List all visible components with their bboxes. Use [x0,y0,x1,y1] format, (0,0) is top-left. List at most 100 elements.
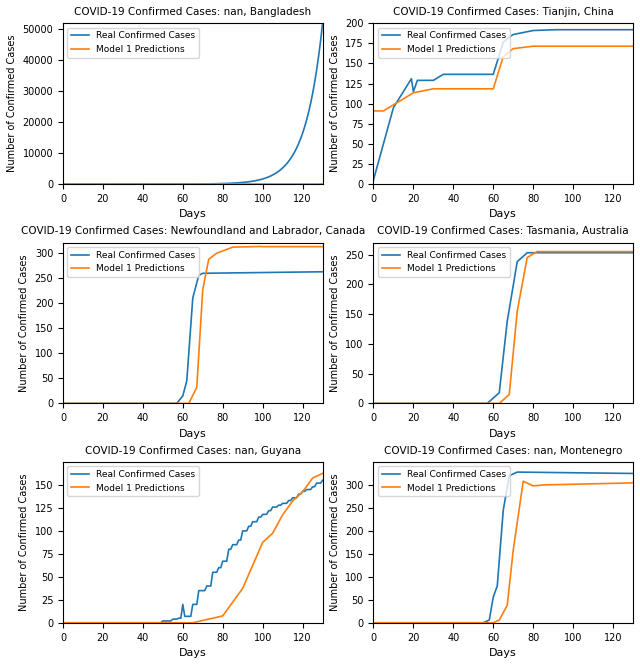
Real Confirmed Cases [319,476,326,484]
Real Confirmed Cases [105,180,113,188]
X-axis label: Days: Days [490,648,517,658]
Line: Model 1 Predictions: Model 1 Predictions [63,473,323,623]
Real Confirmed Cases [69,400,77,408]
Real Confirmed Cases [105,619,113,627]
Model 1 Predictions [59,400,67,408]
Y-axis label: Number of Confirmed Cases: Number of Confirmed Cases [330,254,340,392]
Model 1 Predictions [369,107,377,115]
Model 1 Predictions [629,479,637,487]
Real Confirmed Cases [415,400,423,408]
Model 1 Predictions [261,537,269,545]
Real Confirmed Cases [221,557,228,565]
Line: Real Confirmed Cases: Real Confirmed Cases [63,23,323,184]
Legend: Real Confirmed Cases, Model 1 Predictions: Real Confirmed Cases, Model 1 Prediction… [378,28,509,58]
Line: Real Confirmed Cases: Real Confirmed Cases [63,272,323,404]
Real Confirmed Cases [69,180,77,188]
Y-axis label: Number of Confirmed Cases: Number of Confirmed Cases [7,35,17,172]
Model 1 Predictions [533,481,541,489]
Model 1 Predictions [415,619,423,627]
Model 1 Predictions [207,180,214,188]
Model 1 Predictions [319,243,326,251]
Real Confirmed Cases [415,76,423,84]
Real Confirmed Cases [59,400,67,408]
Model 1 Predictions [69,180,77,188]
Real Confirmed Cases [563,249,571,257]
Real Confirmed Cases [251,269,259,277]
Model 1 Predictions [69,619,77,627]
Model 1 Predictions [563,42,571,50]
X-axis label: Days: Days [179,648,207,658]
Real Confirmed Cases [415,619,423,627]
Real Confirmed Cases [563,469,571,477]
Line: Real Confirmed Cases: Real Confirmed Cases [373,472,633,623]
Model 1 Predictions [59,180,67,188]
Model 1 Predictions [531,249,539,257]
Real Confirmed Cases [573,26,581,34]
Model 1 Predictions [221,609,228,617]
Line: Real Confirmed Cases: Real Confirmed Cases [373,253,633,404]
Real Confirmed Cases [369,400,377,408]
Model 1 Predictions [517,44,525,52]
Line: Model 1 Predictions: Model 1 Predictions [63,247,323,404]
Real Confirmed Cases [380,619,387,627]
Model 1 Predictions [629,247,637,255]
Real Confirmed Cases [221,180,228,188]
Legend: Real Confirmed Cases, Model 1 Predictions: Real Confirmed Cases, Model 1 Prediction… [67,466,199,496]
Real Confirmed Cases [59,619,67,627]
Model 1 Predictions [533,247,541,255]
Real Confirmed Cases [380,400,387,408]
Real Confirmed Cases [105,400,113,408]
Legend: Real Confirmed Cases, Model 1 Predictions: Real Confirmed Cases, Model 1 Prediction… [378,247,509,277]
Real Confirmed Cases [531,27,539,35]
Model 1 Predictions [105,619,113,627]
Y-axis label: Number of Confirmed Cases: Number of Confirmed Cases [330,35,340,172]
Title: COVID-19 Confirmed Cases: nan, Montenegro: COVID-19 Confirmed Cases: nan, Montenegr… [384,446,623,456]
Real Confirmed Cases [207,582,214,590]
Model 1 Predictions [563,480,571,488]
Real Confirmed Cases [261,269,269,277]
Model 1 Predictions [319,469,326,477]
Real Confirmed Cases [533,468,541,476]
Y-axis label: Number of Confirmed Cases: Number of Confirmed Cases [330,473,340,611]
Model 1 Predictions [251,243,259,251]
Legend: Real Confirmed Cases, Model 1 Predictions: Real Confirmed Cases, Model 1 Prediction… [67,28,199,58]
Real Confirmed Cases [369,176,377,184]
Title: COVID-19 Confirmed Cases: Tianjin, China: COVID-19 Confirmed Cases: Tianjin, China [393,7,614,17]
Real Confirmed Cases [59,180,67,188]
Model 1 Predictions [251,557,259,565]
Model 1 Predictions [563,247,571,255]
Real Confirmed Cases [380,140,387,148]
Real Confirmed Cases [319,19,326,27]
Real Confirmed Cases [563,26,571,34]
Model 1 Predictions [59,619,67,627]
Model 1 Predictions [251,180,259,188]
Real Confirmed Cases [520,468,527,476]
Model 1 Predictions [221,180,228,188]
Model 1 Predictions [415,88,423,96]
Real Confirmed Cases [207,269,214,277]
Title: COVID-19 Confirmed Cases: Newfoundland and Labrador, Canada: COVID-19 Confirmed Cases: Newfoundland a… [20,226,365,236]
Model 1 Predictions [380,107,387,115]
X-axis label: Days: Days [179,209,207,219]
Line: Real Confirmed Cases: Real Confirmed Cases [373,30,633,180]
Model 1 Predictions [319,180,326,188]
Model 1 Predictions [517,286,525,294]
Y-axis label: Number of Confirmed Cases: Number of Confirmed Cases [19,473,29,611]
Real Confirmed Cases [207,180,214,188]
Model 1 Predictions [380,400,387,408]
X-axis label: Days: Days [179,429,207,439]
Line: Model 1 Predictions: Model 1 Predictions [373,251,633,404]
Model 1 Predictions [105,400,113,408]
Model 1 Predictions [257,243,264,251]
Real Confirmed Cases [513,468,521,476]
Y-axis label: Number of Confirmed Cases: Number of Confirmed Cases [19,254,29,392]
Real Confirmed Cases [221,269,228,277]
Real Confirmed Cases [251,518,259,526]
Model 1 Predictions [520,477,527,485]
Real Confirmed Cases [573,249,581,257]
Real Confirmed Cases [369,619,377,627]
Real Confirmed Cases [251,177,259,185]
X-axis label: Days: Days [490,429,517,439]
Model 1 Predictions [263,243,271,251]
Real Confirmed Cases [629,26,637,34]
